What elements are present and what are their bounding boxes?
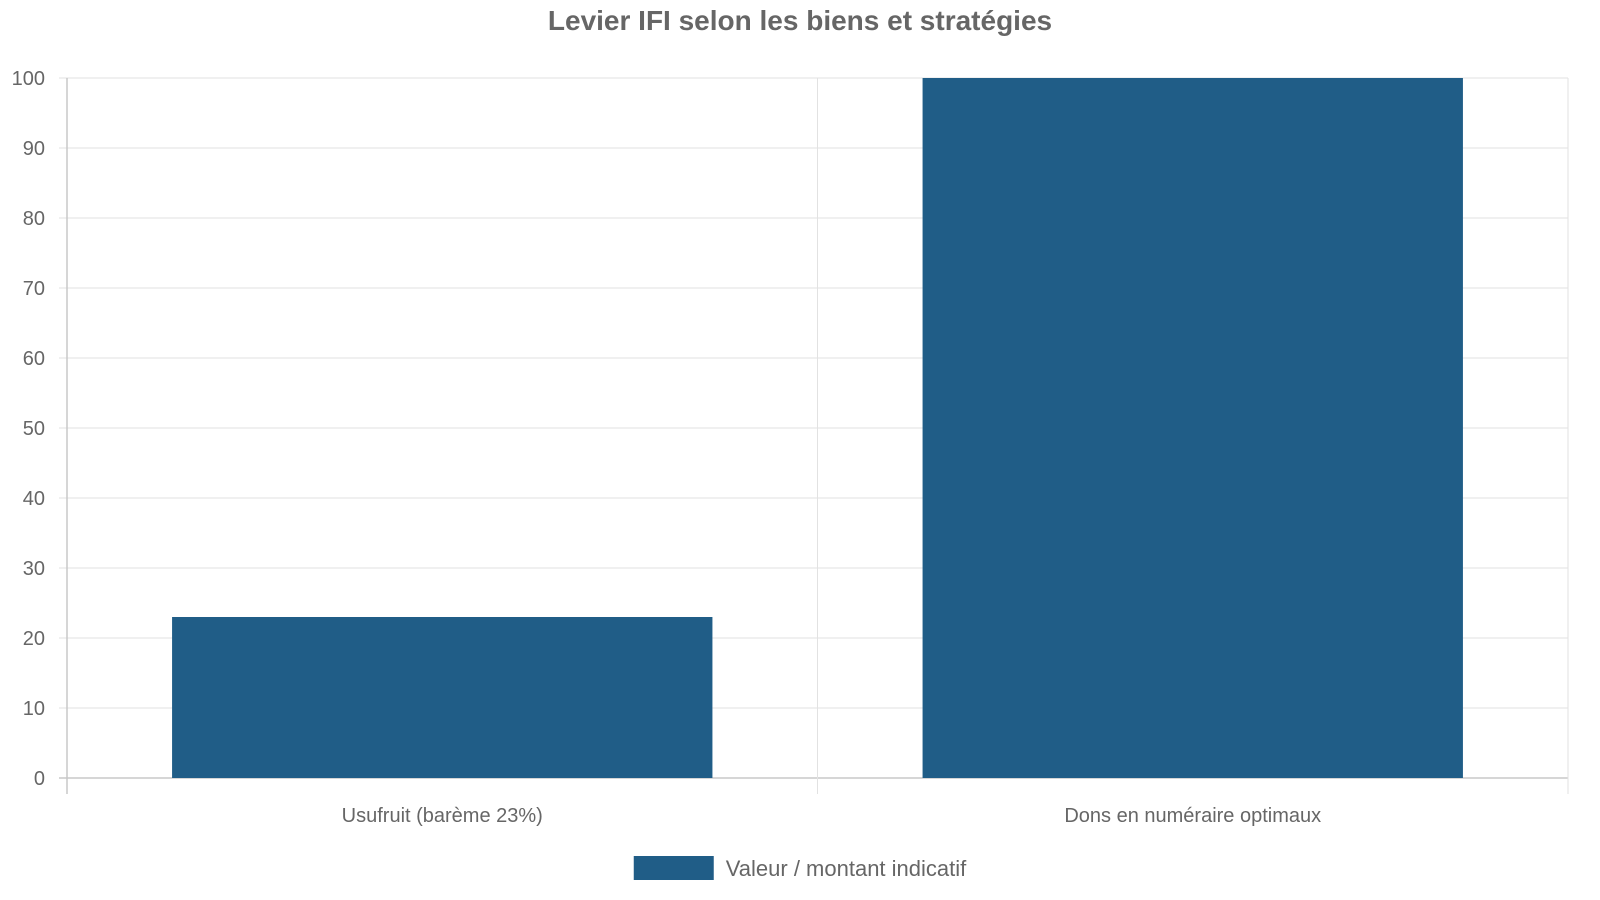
y-tick-label: 10 — [23, 698, 45, 720]
y-tick-label: 30 — [23, 558, 45, 580]
y-tick-label: 40 — [23, 488, 45, 510]
chart-title: Levier IFI selon les biens et stratégies — [548, 5, 1052, 36]
y-axis-ticks: 0 10 20 30 40 50 60 70 80 90 100 — [12, 68, 45, 790]
bar — [922, 78, 1463, 778]
y-tick-label: 60 — [23, 348, 45, 370]
legend: Valeur / montant indicatif — [633, 856, 967, 881]
y-tick-label: 80 — [23, 208, 45, 230]
y-tick-label: 90 — [23, 138, 45, 160]
y-tick-label: 0 — [34, 768, 45, 790]
y-tick-label: 20 — [23, 628, 45, 650]
y-tick-label: 70 — [23, 278, 45, 300]
bars — [172, 78, 1463, 778]
y-tick-label: 100 — [12, 68, 45, 90]
legend-label: Valeur / montant indicatif — [726, 856, 967, 881]
x-tick-label: Dons en numéraire optimaux — [1064, 805, 1321, 827]
bar — [172, 617, 713, 778]
y-tick-label: 50 — [23, 418, 45, 440]
x-axis: Usufruit (barème 23%) Dons en numéraire o… — [342, 805, 1321, 827]
x-tick-label: Usufruit (barème 23%) — [342, 805, 543, 827]
legend-swatch — [633, 856, 714, 880]
